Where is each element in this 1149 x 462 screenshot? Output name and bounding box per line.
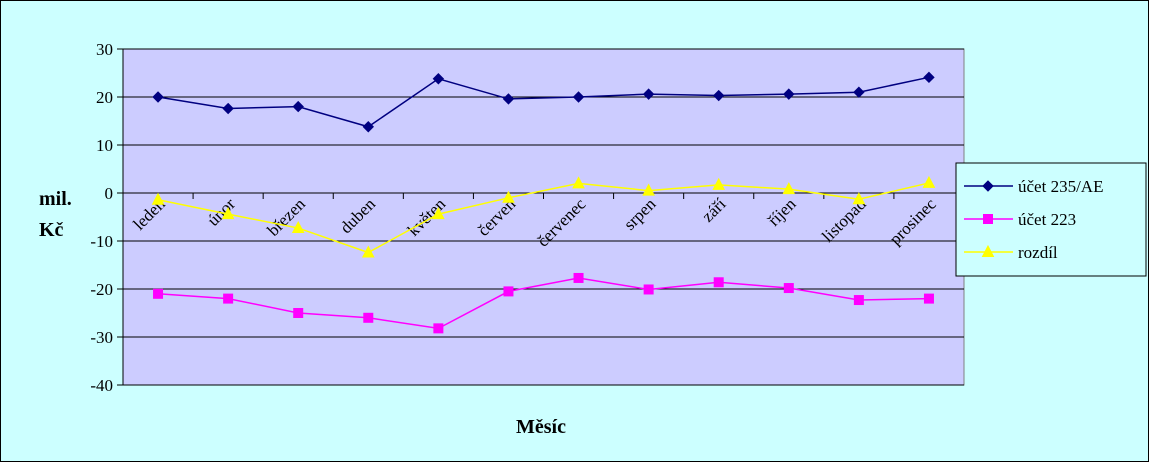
y-tick-label: 0 (105, 184, 114, 203)
y-tick-label: -30 (90, 328, 113, 347)
data-point (922, 175, 936, 188)
series-line (157, 277, 929, 330)
data-point (503, 286, 514, 297)
series-3 (151, 175, 936, 258)
legend-label: rozdíl (1018, 243, 1058, 262)
legend-label: účet 223 (1018, 210, 1076, 229)
data-point (363, 312, 374, 323)
legend-item: účet 223 (964, 210, 1076, 229)
data-point (502, 190, 515, 203)
data-point (643, 284, 654, 295)
data-point (923, 71, 935, 84)
data-point (293, 308, 304, 318)
data-point (923, 293, 934, 304)
data-point (783, 88, 795, 100)
data-point (572, 176, 585, 189)
plot-area (122, 48, 965, 386)
series-line (157, 182, 930, 254)
data-point (853, 86, 865, 98)
series-1 (152, 71, 935, 133)
data-point (573, 272, 584, 283)
data-point (292, 100, 304, 113)
data-point (223, 293, 234, 304)
data-point (291, 220, 305, 234)
data-point (783, 283, 794, 294)
data-point (782, 182, 796, 195)
legend-marker (982, 180, 994, 192)
y-tick-label: 20 (96, 88, 113, 107)
y-tick-label: 10 (96, 136, 113, 155)
data-point (432, 73, 445, 85)
legend-label: účet 235/AE (1018, 177, 1103, 196)
data-point (713, 277, 724, 288)
y-axis-ticks: -40 -30 -20 -10 0 10 20 30 (90, 40, 124, 395)
series-2 (153, 272, 934, 334)
data-point (502, 93, 515, 105)
data-point (712, 177, 726, 190)
y-axis-label-line-1: mil. (39, 188, 72, 210)
legend-item: účet 235/AE (964, 177, 1103, 196)
data-point (852, 192, 866, 205)
data-point (572, 91, 585, 103)
data-point (432, 207, 445, 220)
data-point (713, 89, 725, 102)
data-point (642, 183, 655, 196)
data-point (361, 245, 375, 258)
legend-marker (983, 214, 993, 224)
data-point (433, 323, 444, 334)
data-point (362, 121, 374, 133)
y-tick-label: -40 (90, 376, 113, 395)
series-layer (151, 71, 936, 334)
data-point (152, 91, 164, 103)
x-axis-label: Měsíc (516, 416, 566, 438)
data-point (153, 288, 164, 299)
data-point (222, 102, 234, 115)
series-line (157, 76, 930, 128)
legend: účet 235/AE účet 223 rozdíl (955, 162, 1147, 277)
legend-item: rozdíl (964, 243, 1058, 262)
data-point (151, 192, 165, 205)
data-point (221, 207, 235, 220)
y-axis-label-line-2: Kč (39, 219, 64, 241)
legend-marker (981, 244, 995, 257)
y-tick-label: -20 (90, 280, 113, 299)
y-tick-label: -10 (90, 232, 113, 251)
y-tick-label: 30 (96, 40, 113, 59)
data-point (853, 295, 864, 306)
data-point (642, 88, 655, 100)
